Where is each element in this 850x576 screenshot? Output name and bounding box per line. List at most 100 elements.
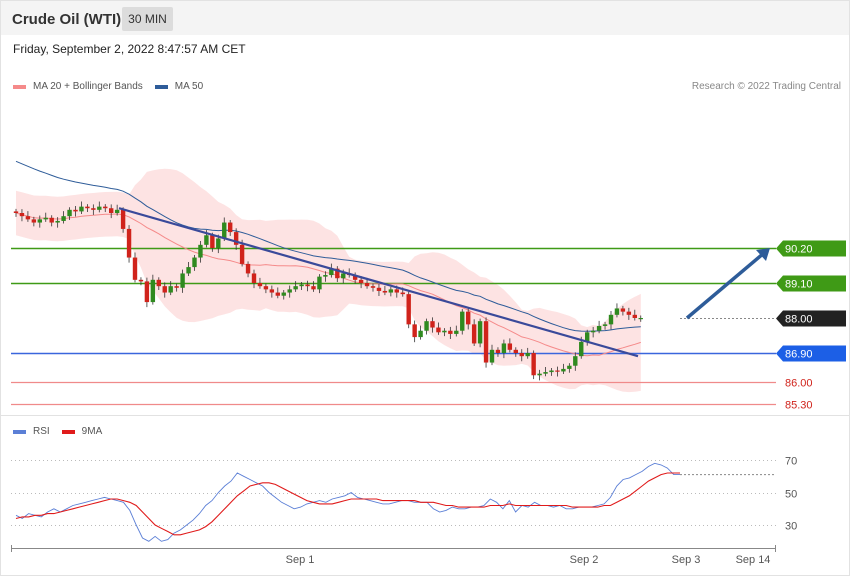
candle-body-up (460, 311, 465, 331)
candle (424, 318, 429, 335)
candle-body-down (555, 370, 560, 372)
candle-body-down (394, 289, 399, 293)
candle (25, 211, 31, 222)
candle-body-down (620, 308, 626, 312)
candle-body-down (507, 343, 513, 350)
candle (412, 320, 417, 343)
main-legend: MA 20 + Bollinger Bands MA 50 (13, 81, 215, 92)
candle (460, 309, 465, 335)
candle (561, 363, 566, 374)
candle-body-up (168, 286, 173, 293)
candle (251, 269, 257, 289)
candle-body-up (150, 279, 156, 303)
bollinger-band-area (16, 168, 641, 393)
candle (555, 366, 560, 377)
candle-body-down (311, 286, 316, 290)
candle (180, 269, 185, 293)
candle-body-down (335, 268, 340, 279)
legend-label-9ma: 9MA (81, 426, 103, 437)
candle (114, 204, 120, 216)
x-tick-label: Sep 2 (570, 554, 599, 566)
candle (287, 285, 292, 298)
candle-body-down (519, 353, 524, 357)
rsi-line (15, 462, 680, 542)
candle (596, 320, 602, 334)
candle-body-up (293, 286, 298, 290)
candle-body-up (222, 222, 227, 239)
candle (19, 209, 25, 222)
candle (85, 204, 90, 213)
level-label: 86.90 (785, 349, 813, 361)
candle-body-up (323, 275, 328, 277)
candle (305, 280, 310, 292)
candle (537, 369, 542, 381)
research-credit: Research © 2022 Trading Central (691, 81, 841, 92)
candle (442, 328, 447, 337)
candle (614, 303, 620, 318)
candle (626, 307, 632, 320)
candle (602, 321, 608, 330)
candle (549, 367, 554, 376)
candle-body-down (233, 232, 239, 245)
candle-body-up (501, 343, 507, 353)
candle-body-down (495, 349, 501, 353)
candle-body-down (210, 235, 215, 248)
candle (138, 277, 144, 286)
candle-body-down (626, 311, 632, 315)
candle-body-up (596, 325, 602, 331)
candle-body-up (186, 267, 191, 274)
candle (120, 207, 126, 233)
candle (156, 277, 161, 290)
ma20-swatch (13, 84, 26, 89)
candle-body-down (31, 219, 37, 223)
candle-body-up (317, 276, 322, 290)
candle (79, 201, 84, 214)
legend-label-ma20: MA 20 + Bollinger Bands (33, 81, 143, 92)
candle (91, 204, 96, 215)
candle (543, 367, 548, 377)
candle-body-up (602, 324, 608, 326)
candle (370, 283, 376, 292)
candle (567, 363, 572, 373)
level-label: 90.20 (785, 244, 813, 256)
candle (489, 344, 495, 366)
candle (406, 291, 411, 329)
ma20-line (15, 212, 641, 357)
candle (608, 311, 614, 330)
candle-body-up (561, 368, 566, 372)
candle (317, 274, 322, 294)
candle-body-down (466, 311, 471, 325)
rsi-panel: 30 50 70 (11, 456, 797, 542)
candle (233, 228, 239, 250)
candle-body-up (573, 356, 578, 366)
candle (13, 208, 19, 217)
chart-header: Crude Oil (WTI) 30 MIN (1, 1, 849, 35)
candle (150, 274, 156, 305)
candle-body-down (138, 279, 144, 282)
candle-body-up (329, 268, 334, 276)
level-label: 88.00 (785, 314, 813, 326)
timeframe-badge[interactable]: 30 MIN (122, 7, 173, 31)
candle-body-down (25, 216, 31, 220)
candle-body-up (287, 289, 292, 293)
candle-body-up (638, 318, 643, 320)
candle-body-down (144, 281, 150, 303)
candle (269, 285, 275, 298)
candle-body-down (400, 292, 405, 295)
level-tag (776, 345, 846, 362)
candle-body-up (114, 209, 120, 213)
candle (299, 282, 304, 290)
candle (525, 347, 530, 359)
candle (228, 220, 233, 236)
candle (388, 286, 394, 297)
panel-divider (1, 415, 849, 416)
rsi-legend: RSI 9MA (13, 426, 114, 437)
candle-body-up (537, 373, 542, 376)
candle-body-up (525, 353, 530, 357)
candle (620, 305, 626, 316)
candle-body-up (216, 238, 221, 248)
candle-body-down (448, 330, 453, 334)
candle (495, 347, 501, 357)
level-tags: 90.20 89.10 88.00 86.90 86.00 85.30 (776, 240, 846, 412)
